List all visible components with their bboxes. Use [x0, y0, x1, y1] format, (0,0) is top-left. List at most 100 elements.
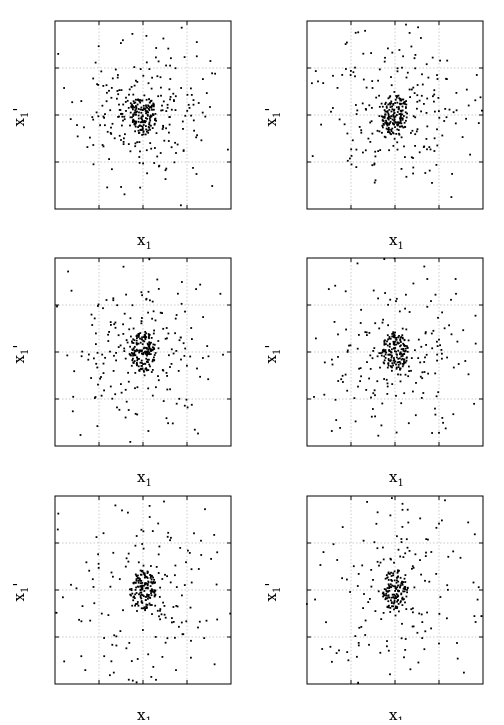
scatter-point: [388, 123, 391, 126]
scatter-point: [199, 283, 202, 286]
scatter-point: [145, 125, 147, 127]
scatter-point: [182, 342, 185, 345]
scatter-point: [149, 128, 151, 131]
scatter-point: [407, 422, 410, 425]
scatter-point: [133, 345, 136, 348]
scatter-point: [382, 546, 384, 549]
scatter-point: [155, 132, 158, 134]
scatter-point: [387, 113, 390, 116]
scatter-point: [401, 597, 403, 600]
scatter-point: [141, 294, 143, 297]
scatter-point: [359, 322, 362, 324]
scatter-point: [387, 47, 389, 50]
scatter-point: [159, 609, 161, 612]
scatter-point: [402, 590, 405, 593]
scatter-point: [229, 612, 232, 615]
scatter-point: [384, 122, 387, 124]
scatter-point: [426, 305, 429, 308]
scatter-point: [136, 575, 138, 578]
y-axis-label: x1': [262, 345, 283, 364]
scatter-point: [108, 158, 110, 160]
scatter-point: [80, 620, 83, 623]
scatter-point: [129, 317, 132, 320]
scatter-point: [214, 72, 216, 75]
scatter-point: [420, 37, 422, 39]
scatter-point: [382, 318, 384, 321]
scatter-point: [134, 145, 137, 148]
scatter-point: [391, 605, 393, 608]
scatter-point: [112, 370, 115, 372]
scatter-point: [127, 678, 130, 681]
scatter-point: [396, 589, 399, 592]
scatter-point: [139, 101, 142, 104]
scatter-point: [410, 608, 413, 611]
scatter-point: [442, 421, 444, 424]
scatter-point: [419, 559, 421, 561]
scatter-point: [346, 159, 349, 162]
scatter-point: [154, 352, 157, 354]
scatter-point: [148, 343, 151, 346]
scatter-point: [423, 265, 426, 268]
scatter-point: [387, 579, 390, 581]
scatter-point: [455, 292, 457, 295]
scatter-point: [414, 67, 417, 70]
scatter-point: [415, 382, 417, 384]
scatter-point: [365, 331, 368, 334]
scatter-point: [164, 616, 167, 619]
scatter-point: [141, 602, 144, 604]
scatter-point: [393, 118, 396, 121]
scatter-point: [331, 358, 333, 361]
scatter-point: [114, 504, 117, 507]
scatter-point: [146, 351, 149, 354]
scatter-point: [190, 403, 193, 406]
scatter-point: [426, 148, 428, 151]
scatter-point: [100, 70, 103, 73]
scatter-point: [398, 132, 400, 135]
scatter-point: [428, 169, 431, 172]
scatter-point: [405, 175, 408, 178]
scatter-point: [134, 589, 137, 591]
scatter-point: [150, 575, 152, 578]
scatter-point: [461, 136, 464, 138]
scatter-point: [406, 591, 408, 594]
scatter-point: [145, 367, 147, 370]
scatter-point: [386, 597, 388, 600]
scatter-point: [169, 539, 171, 542]
scatter-point: [456, 642, 458, 644]
scatter-point: [135, 578, 138, 580]
scatter-point: [356, 655, 358, 658]
scatter-point: [388, 108, 391, 111]
scatter-point: [136, 81, 139, 83]
scatter-point: [349, 591, 351, 593]
scatter-point: [465, 88, 468, 91]
scatter-point: [393, 112, 395, 115]
scatter-point: [207, 355, 210, 358]
scatter-point: [119, 109, 122, 111]
scatter-point: [433, 93, 436, 96]
scatter-point: [386, 640, 388, 642]
scatter-point: [396, 95, 399, 97]
scatter-point: [377, 434, 380, 437]
scatter-point: [400, 114, 402, 117]
scatter-point: [334, 284, 337, 287]
scatter-point: [132, 357, 134, 360]
scatter-point: [174, 141, 176, 144]
scatter-point: [421, 371, 424, 374]
scatter-point: [396, 70, 399, 73]
scatter-point: [182, 149, 185, 152]
scatter-point: [138, 162, 141, 164]
scatter-point: [398, 357, 401, 360]
scatter-point: [416, 94, 419, 97]
scatter-point: [184, 114, 187, 117]
scatter-point: [136, 349, 139, 352]
scatter-point: [386, 587, 389, 589]
scatter-point: [216, 551, 219, 554]
scatter-point: [129, 441, 132, 443]
scatter-point: [385, 378, 388, 381]
scatter-point: [365, 108, 367, 111]
scatter-point: [424, 630, 427, 633]
scatter-point: [160, 109, 163, 112]
scatter-point: [88, 353, 90, 356]
